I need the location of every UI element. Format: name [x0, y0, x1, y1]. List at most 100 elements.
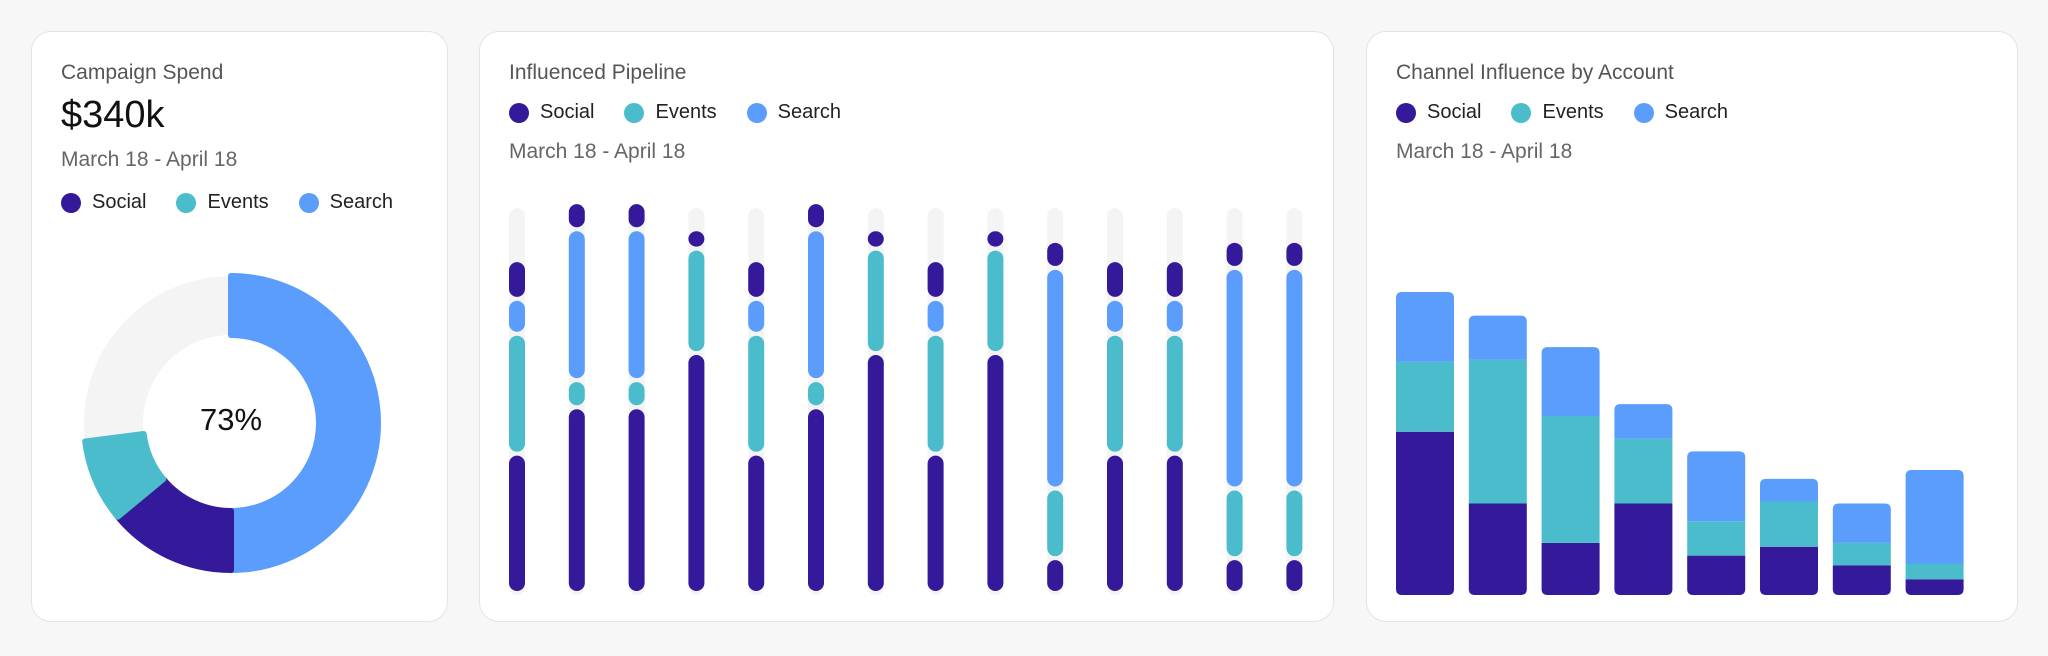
donut-segment-events: [82, 431, 167, 520]
pipeline-bar-segment-social: [568, 409, 585, 591]
pipeline-bar-segment-social: [1166, 262, 1183, 297]
date-range: March 18 - April 18: [1396, 140, 1573, 163]
legend-swatch-events: [624, 102, 645, 123]
pipeline-bar-chart: [509, 204, 1303, 595]
pipeline-bar-segment-social: [509, 262, 525, 297]
channel-bar-segment-events: [1687, 521, 1746, 556]
pipeline-bar-segment-social: [688, 355, 705, 591]
pipeline-bar-segment-events: [688, 250, 705, 352]
pipeline-bar-segment-search: [748, 300, 765, 332]
pipeline-bar-segment-social: [628, 409, 645, 591]
pipeline-bar-segment-search: [1107, 300, 1123, 332]
pipeline-bar-segment-events: [1107, 335, 1123, 452]
pipeline-bar-segment-social: [1286, 560, 1303, 591]
legend-label: Events: [655, 101, 717, 123]
legend-label: Search: [777, 101, 842, 123]
pipeline-bar-segment-social: [688, 231, 705, 247]
channel-bar-segment-search: [1687, 451, 1746, 522]
donut-chart: 73%: [82, 273, 381, 573]
pipeline-bar-segment-events: [1226, 490, 1243, 557]
channel-bar-segment-events: [1760, 501, 1818, 547]
channel-bar-segment-social: [1468, 503, 1527, 595]
pipeline-bar-segment-social: [748, 262, 765, 297]
legend-swatch-social: [1396, 102, 1416, 123]
pipeline-bar-segment-events: [987, 250, 1004, 352]
pipeline-bar-segment-social: [628, 204, 645, 228]
legend-swatch-search: [1633, 102, 1654, 123]
pipeline-bar-segment-events: [568, 382, 585, 406]
channel-bar-segment-events: [1396, 361, 1454, 432]
channel-bar-segment-social: [1614, 503, 1673, 595]
legend-item-search: Search: [298, 191, 394, 214]
pipeline-bar-segment-social: [987, 231, 1004, 247]
card-title: Channel Influence by Account: [1396, 61, 1674, 84]
legend-label: Search: [1664, 101, 1729, 123]
pipeline-bar-segment-events: [509, 335, 525, 452]
legend-swatch-search: [298, 192, 319, 213]
legend-item-events: Events: [624, 101, 717, 124]
legend-label: Events: [207, 191, 269, 213]
channel-bar-segment-search: [1541, 347, 1600, 416]
pipeline-bar-segment-events: [867, 250, 884, 352]
channel-bar-segment-social: [1905, 579, 1964, 595]
legend-swatch-social: [509, 102, 529, 123]
legend-label: Social: [92, 191, 147, 213]
legend-label: Social: [1427, 101, 1482, 123]
pipeline-bar-segment-events: [1047, 490, 1064, 557]
pipeline-bar-segment-social: [1286, 242, 1303, 266]
legend-label: Events: [1542, 101, 1604, 123]
channel-bar-segment-events: [1614, 438, 1673, 504]
legend-swatch-events: [1511, 102, 1532, 123]
pipeline-bar-segment-search: [1166, 300, 1183, 332]
donut-segment-search: [228, 273, 381, 573]
channel-bar-segment-events: [1541, 415, 1600, 543]
pipeline-bar-segment-social: [1047, 242, 1064, 266]
channel-bar-segment-search: [1760, 478, 1818, 502]
channel-bar-segment-social: [1832, 565, 1891, 595]
channel-bar-segment-events: [1468, 359, 1527, 504]
pipeline-bar-segment-social: [987, 355, 1004, 591]
legend: Social Events Search: [61, 191, 393, 214]
pipeline-bar-segment-social: [1226, 242, 1243, 266]
pipeline-bar-segment-social: [867, 355, 884, 591]
campaign-spend-card: Campaign Spend $340k March 18 - April 18…: [31, 31, 448, 622]
pipeline-bar-segment-social: [808, 409, 824, 591]
card-title: Influenced Pipeline: [509, 61, 687, 84]
legend-item-social: Social: [1396, 101, 1481, 124]
pipeline-bar-segment-events: [748, 335, 765, 452]
channel-bar-segment-search: [1396, 292, 1454, 362]
channel-bar-segment-social: [1541, 542, 1600, 595]
date-range: March 18 - April 18: [61, 148, 238, 171]
spend-total-value: $340k: [61, 94, 165, 136]
pipeline-bar-segment-search: [568, 231, 585, 379]
legend: Social Events Search: [509, 101, 841, 124]
pipeline-bar-segment-events: [808, 382, 824, 406]
pipeline-bar-segment-social: [509, 455, 525, 591]
legend-swatch-search: [746, 102, 767, 123]
date-range: March 18 - April 18: [509, 140, 686, 163]
legend-item-events: Events: [176, 191, 269, 214]
pipeline-bar-segment-search: [509, 300, 525, 332]
pipeline-bar-segment-search: [808, 231, 824, 379]
legend-swatch-events: [176, 192, 197, 213]
legend-label: Search: [329, 191, 394, 213]
legend-label: Social: [540, 101, 595, 123]
pipeline-bar-segment-search: [1286, 269, 1303, 487]
pipeline-bar-segment-social: [1226, 560, 1243, 591]
pipeline-bar-segment-social: [808, 204, 824, 228]
pipeline-bar-segment-social: [748, 455, 765, 591]
legend-item-social: Social: [61, 191, 146, 214]
donut-track: [84, 276, 231, 442]
legend-item-search: Search: [1633, 101, 1729, 124]
channel-bar-segment-search: [1905, 470, 1964, 564]
channel-stacked-bar-chart: [1396, 292, 1964, 595]
pipeline-bar-segment-search: [628, 231, 645, 379]
legend-item-events: Events: [1511, 101, 1604, 124]
pipeline-bar-segment-search: [1226, 269, 1243, 487]
legend-item-social: Social: [509, 101, 594, 124]
channel-bar-segment-social: [1396, 431, 1454, 595]
channel-bar-segment-social: [1760, 546, 1818, 595]
pipeline-bar-segment-events: [1166, 335, 1183, 452]
channel-bar-segment-search: [1468, 315, 1527, 360]
channel-bar-segment-social: [1687, 555, 1746, 595]
